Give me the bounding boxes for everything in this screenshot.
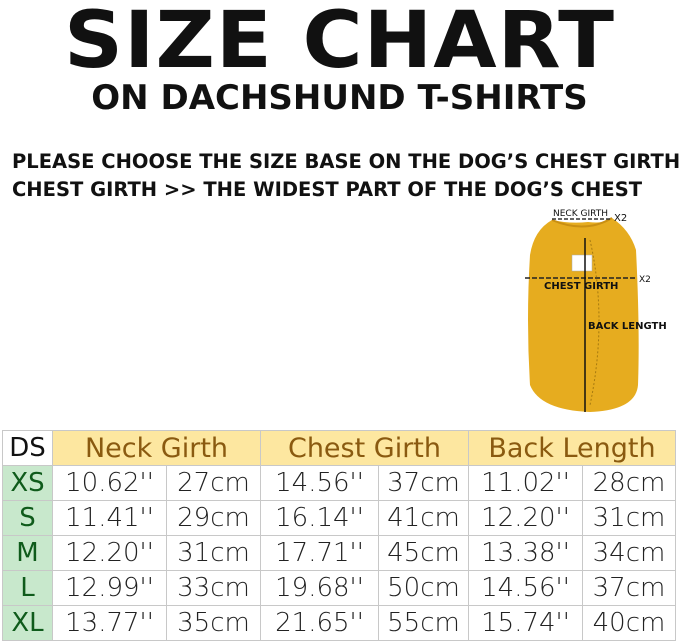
- cm-value-cell: 37cm: [378, 465, 469, 501]
- table-row: XL 13.77'' 35cm 21.65'' 55cm 15.74'' 40cm: [2, 605, 676, 641]
- table-row: XS 10.62'' 27cm 14.56'' 37cm 11.02'' 28cm: [2, 465, 676, 501]
- back-length-label: BACK LENGTH: [588, 321, 667, 332]
- inch-value-cell: 12.20'': [468, 500, 583, 536]
- page-subtitle: ON DACHSHUND T-SHIRTS: [91, 78, 588, 118]
- size-cell: M: [2, 535, 53, 571]
- inch-value-cell: 14.56'': [260, 465, 379, 501]
- inch-value-cell: 11.41'': [52, 500, 167, 536]
- inch-value-cell: 12.99'': [52, 570, 167, 606]
- cm-value-cell: 37cm: [582, 570, 676, 606]
- table-row: M 12.20'' 31cm 17.71'' 45cm 13.38'' 34cm: [2, 535, 676, 571]
- cm-value-cell: 28cm: [582, 465, 676, 501]
- cm-value-cell: 27cm: [166, 465, 261, 501]
- shirt-body: [528, 218, 639, 412]
- inch-value-cell: 13.77'': [52, 605, 167, 641]
- neck-girth-header: Neck Girth: [52, 430, 261, 466]
- cm-value-cell: 31cm: [582, 500, 676, 536]
- neck-x2-label: X2: [614, 213, 627, 224]
- shirt-diagram: NECK GIRTH X2 X2 CHEST GIRTH BACK LENGTH: [525, 209, 667, 412]
- chest-x2-label: X2: [639, 275, 651, 285]
- inch-value-cell: 21.65'': [260, 605, 379, 641]
- chest-girth-label: CHEST GIRTH: [544, 281, 618, 292]
- neck-girth-label: NECK GIRTH: [553, 209, 608, 219]
- size-cell: XS: [2, 465, 53, 501]
- table-row: S 11.41'' 29cm 16.14'' 41cm 12.20'' 31cm: [2, 500, 676, 536]
- size-cell: L: [2, 570, 53, 606]
- instruction-line-2: CHEST GIRTH >> THE WIDEST PART OF THE DO…: [12, 178, 643, 201]
- cm-value-cell: 55cm: [378, 605, 469, 641]
- inch-value-cell: 16.14'': [260, 500, 379, 536]
- inch-value-cell: 15.74'': [468, 605, 583, 641]
- cm-value-cell: 29cm: [166, 500, 261, 536]
- cm-value-cell: 41cm: [378, 500, 469, 536]
- size-cell: XL: [2, 605, 53, 641]
- inch-value-cell: 10.62'': [52, 465, 167, 501]
- size-cell: S: [2, 500, 53, 536]
- inch-value-cell: 12.20'': [52, 535, 167, 571]
- table-header-row: DS Neck Girth Chest Girth Back Length: [2, 430, 676, 466]
- cm-value-cell: 34cm: [582, 535, 676, 571]
- inch-value-cell: 17.71'': [260, 535, 379, 571]
- inch-value-cell: 19.68'': [260, 570, 379, 606]
- cm-value-cell: 35cm: [166, 605, 261, 641]
- cm-value-cell: 33cm: [166, 570, 261, 606]
- size-column-header: DS: [2, 430, 53, 466]
- back-length-header: Back Length: [468, 430, 676, 466]
- inch-value-cell: 14.56'': [468, 570, 583, 606]
- table-row: L 12.99'' 33cm 19.68'' 50cm 14.56'' 37cm: [2, 570, 676, 606]
- chest-girth-header: Chest Girth: [260, 430, 469, 466]
- cm-value-cell: 50cm: [378, 570, 469, 606]
- page-title: SIZE CHART: [63, 0, 616, 86]
- instruction-line-1: PLEASE CHOOSE THE SIZE BASE ON THE DOG’S…: [12, 150, 679, 173]
- cm-value-cell: 40cm: [582, 605, 676, 641]
- cm-value-cell: 31cm: [166, 535, 261, 571]
- cm-value-cell: 45cm: [378, 535, 469, 571]
- tag-label-icon: [571, 254, 593, 272]
- inch-value-cell: 13.38'': [468, 535, 583, 571]
- inch-value-cell: 11.02'': [468, 465, 583, 501]
- size-table: DS Neck Girth Chest Girth Back Length XS…: [2, 430, 676, 641]
